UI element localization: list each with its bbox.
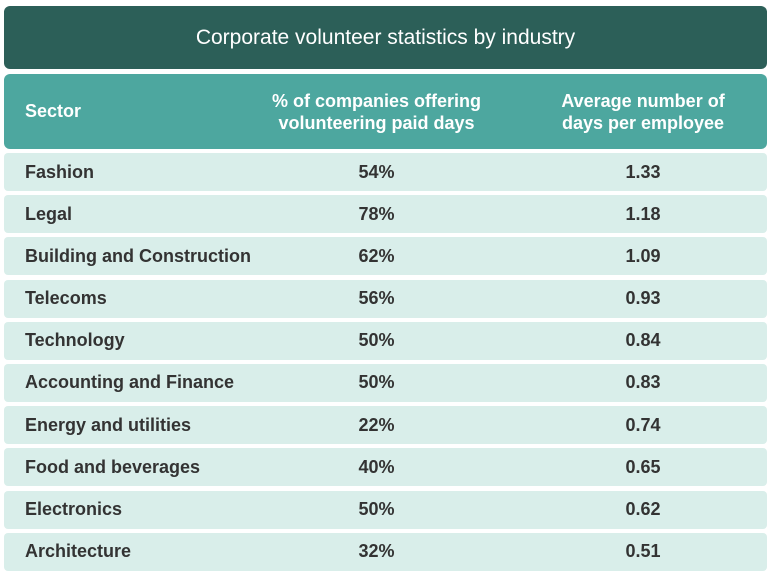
header-pct-line1: % of companies offering xyxy=(271,90,482,111)
cell-days: 0.74 xyxy=(625,414,661,435)
header-days: Average number of days per employee xyxy=(519,90,767,134)
table-header-row: Sector % of companies offering volunteer… xyxy=(4,74,767,149)
cell-days: 0.83 xyxy=(625,372,661,393)
cell-pct: 54% xyxy=(358,161,395,182)
cell-pct: 32% xyxy=(358,541,395,562)
table-row: Architecture 32% 0.51 xyxy=(4,532,767,571)
cell-pct: 62% xyxy=(358,245,395,266)
header-days-line2: days per employee xyxy=(561,112,725,133)
header-pct: % of companies offering volunteering pai… xyxy=(234,90,519,134)
data-table: Sector % of companies offering volunteer… xyxy=(4,74,767,575)
cell-days: 0.93 xyxy=(625,288,661,309)
header-days-line1: Average number of xyxy=(561,90,725,111)
cell-days: 1.33 xyxy=(625,161,661,182)
table-row: Legal 78% 1.18 xyxy=(4,195,767,234)
table-row: Electronics 50% 0.62 xyxy=(4,490,767,529)
cell-sector: Telecoms xyxy=(25,288,107,309)
cell-days: 0.84 xyxy=(625,330,661,351)
cell-sector: Electronics xyxy=(25,499,123,519)
table-row: Fashion 54% 1.33 xyxy=(4,153,767,191)
cell-sector: Architecture xyxy=(25,541,132,562)
table-title: Corporate volunteer statistics by indust… xyxy=(4,6,767,69)
cell-pct: 50% xyxy=(358,330,395,351)
cell-sector: Energy and utilities xyxy=(25,414,192,435)
cell-days: 1.18 xyxy=(625,203,661,224)
header-pct-line2: volunteering paid days xyxy=(278,112,475,133)
cell-days: 0.62 xyxy=(625,499,661,519)
cell-days: 0.65 xyxy=(625,456,661,477)
table-row: Building and Construction 62% 1.09 xyxy=(4,237,767,276)
title-text: Corporate volunteer statistics by indust… xyxy=(195,25,576,49)
cell-pct: 50% xyxy=(358,372,395,393)
cell-pct: 78% xyxy=(358,203,395,224)
cell-sector: Technology xyxy=(25,330,125,351)
cell-sector: Accounting and Finance xyxy=(25,372,235,393)
cell-pct: 40% xyxy=(358,456,395,477)
cell-sector: Fashion xyxy=(25,161,95,182)
cell-sector: Legal xyxy=(25,203,73,224)
cell-days: 0.51 xyxy=(625,541,661,562)
table-row: Accounting and Finance 50% 0.83 xyxy=(4,363,767,402)
header-sector: Sector xyxy=(25,101,82,121)
cell-sector: Building and Construction xyxy=(25,245,251,266)
cell-pct: 56% xyxy=(358,288,395,309)
cell-pct: 50% xyxy=(358,499,395,519)
table-row: Energy and utilities 22% 0.74 xyxy=(4,406,767,445)
table-row: Food and beverages 40% 0.65 xyxy=(4,448,767,487)
cell-sector: Food and beverages xyxy=(25,456,201,477)
cell-pct: 22% xyxy=(358,414,395,435)
table-row: Telecoms 56% 0.93 xyxy=(4,279,767,318)
table-row: Technology 50% 0.84 xyxy=(4,321,767,360)
cell-days: 1.09 xyxy=(625,245,661,266)
